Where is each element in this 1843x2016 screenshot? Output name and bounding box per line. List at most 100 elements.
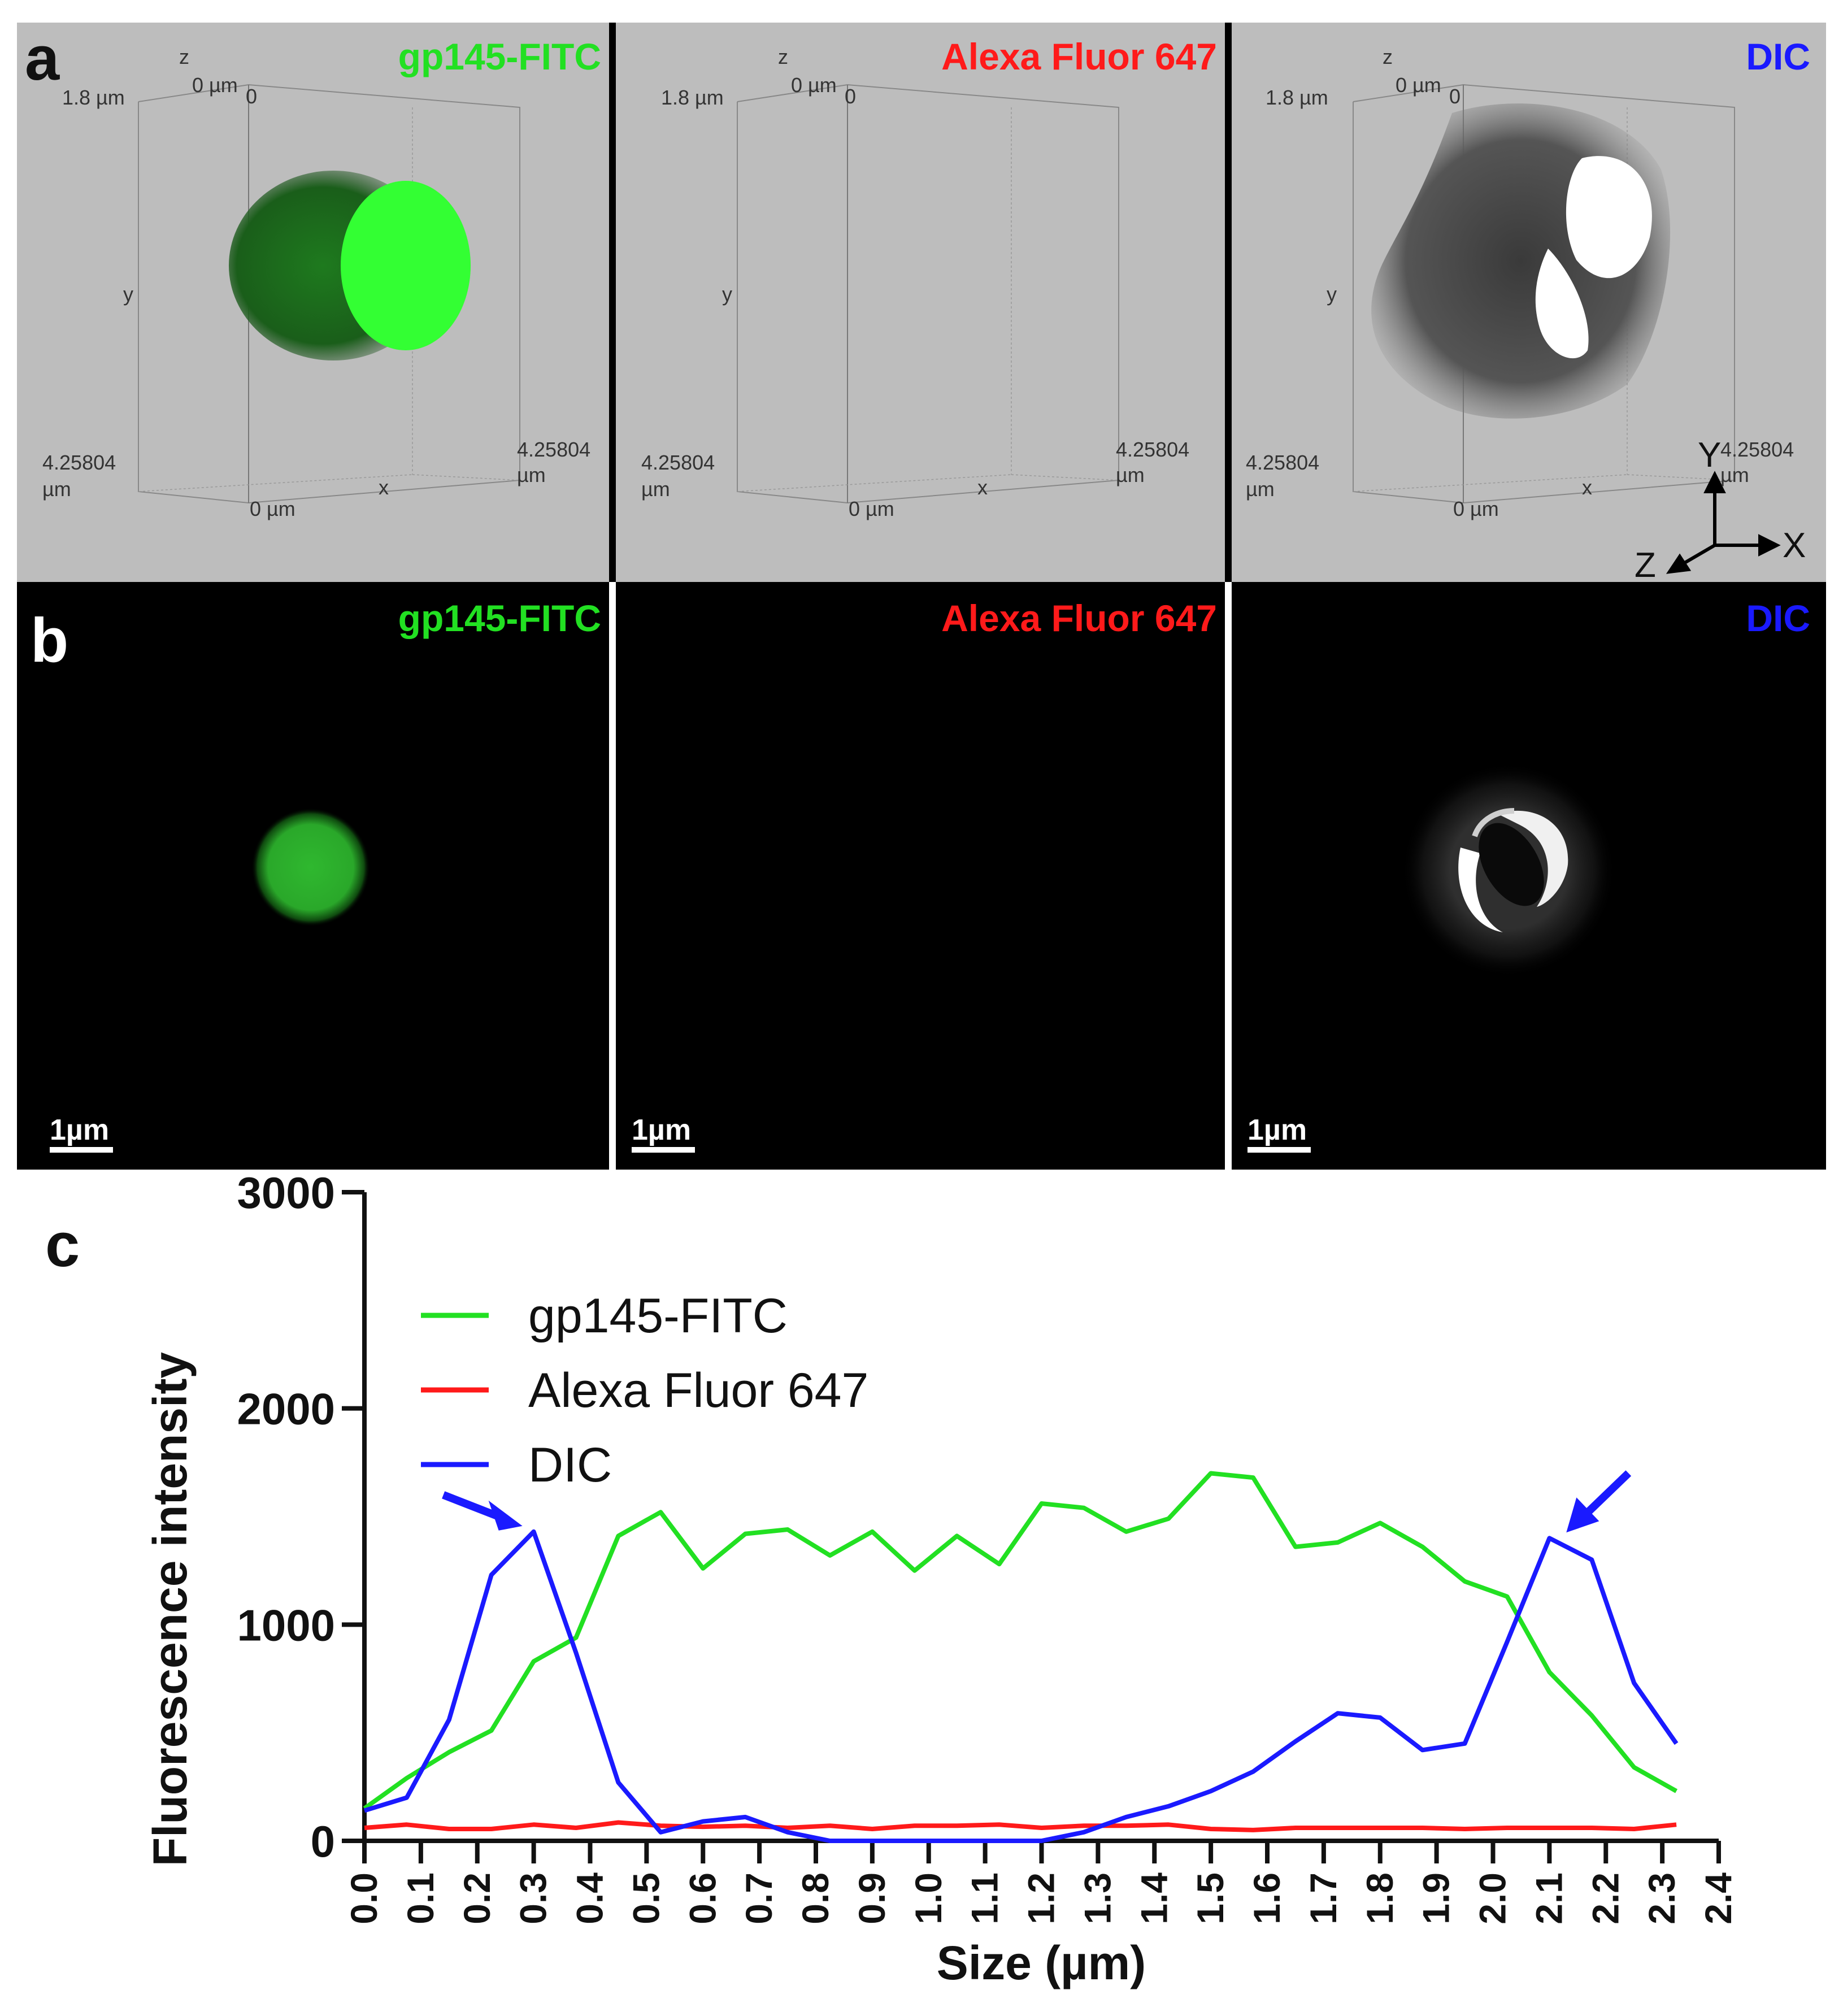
series-line-3 [363, 1529, 1679, 1843]
x-axis-label: x [977, 476, 988, 499]
scale-bar [50, 1147, 113, 1153]
panel-a-alexa-3d: z 0 µm 0 1.8 µm y 4.25804 µm 4.25804 µm … [616, 23, 1225, 582]
dic-dark-center [1479, 823, 1544, 906]
legend-label-3: DIC [528, 1438, 612, 1492]
channel-title-dic: DIC [1746, 36, 1810, 77]
x-tick-label: 1.1 [964, 1872, 1006, 1924]
origin-label: 0 µm [1453, 497, 1499, 520]
peak-arrow-right [1580, 1470, 1632, 1520]
channel-title-alexa: Alexa Fluor 647 [941, 597, 1217, 639]
x-tick-label: 2.4 [1697, 1872, 1739, 1924]
x-axis-label: x [379, 476, 389, 499]
x-tick-label: 0.2 [456, 1872, 498, 1924]
depth-unit-label: µm [641, 477, 670, 501]
x-tick-label: 2.1 [1528, 1872, 1570, 1924]
x-tick-label: 0.9 [851, 1872, 893, 1924]
width-unit-label: µm [1720, 463, 1749, 486]
height-label: 1.8 µm [661, 86, 724, 109]
separator-a2 [1225, 23, 1232, 582]
channel-title-alexa: Alexa Fluor 647 [941, 36, 1217, 77]
zero-label: 0 [1449, 85, 1461, 108]
x-tick-label: 0.8 [794, 1872, 836, 1924]
box-wireframe [737, 84, 1119, 504]
x-tick-label: 2.3 [1641, 1872, 1683, 1924]
x-tick-label: 1.2 [1020, 1872, 1062, 1924]
orientation-x-label: X [1783, 526, 1806, 565]
x-tick-label: 0.4 [569, 1872, 611, 1924]
x-tick-label: 1.3 [1076, 1872, 1118, 1924]
x-tick-label: 1.0 [907, 1872, 949, 1924]
y-axis-title: Fluorescence intensity [144, 1352, 197, 1867]
width-value-label: 4.25804 [1720, 438, 1794, 461]
x-tick-label: 2.2 [1584, 1872, 1626, 1924]
scale-bar [632, 1147, 695, 1153]
chart-legend: gp145-FITC Alexa Fluor 647 DIC [421, 1289, 868, 1492]
x-tick-label: 1.6 [1246, 1872, 1288, 1924]
x-tick-label: 2.0 [1472, 1872, 1514, 1924]
depth-value-label: 4.25804 [641, 451, 715, 474]
panel-b-fitc-2d: b gp145-FITC 1µm [17, 582, 609, 1170]
y-axis-label: y [123, 283, 133, 306]
depth-unit-label: µm [1246, 477, 1275, 501]
channel-title-dic: DIC [1746, 597, 1810, 639]
box-wireframe [1353, 84, 1781, 574]
dic-bright-arc-right [1497, 810, 1568, 907]
series-line-2 [364, 1820, 1677, 1832]
legend-label-1: gp145-FITC [528, 1289, 788, 1343]
peak-arrowhead-left [488, 1500, 523, 1531]
scale-bar [1247, 1147, 1311, 1153]
orientation-axes [1666, 471, 1781, 574]
depth-unit-label: µm [42, 477, 71, 501]
x-tick-label: 0.7 [738, 1872, 780, 1924]
channel-title-fitc: gp145-FITC [398, 36, 601, 77]
zero-um-label: 0 µm [1396, 73, 1441, 97]
series-line-1 [363, 1471, 1678, 1810]
x-tick-label: 1.8 [1359, 1872, 1401, 1924]
width-value-label: 4.25804 [517, 438, 591, 461]
width-value-label: 4.25804 [1116, 438, 1190, 461]
x-tick-label: 0.0 [343, 1872, 385, 1924]
dic-highlight-lower [1535, 249, 1589, 359]
width-unit-label: µm [1116, 463, 1145, 486]
scale-bar-label: 1µm [632, 1114, 692, 1146]
zero-label: 0 [845, 85, 857, 108]
panel-b-dic-2d: DIC 1µm [1232, 582, 1826, 1170]
fitc-particle-image [251, 808, 370, 927]
x-axis-label: x [1582, 476, 1592, 499]
dic-bright-arc-left [1458, 848, 1503, 932]
origin-label: 0 µm [250, 497, 295, 520]
x-tick-label: 1.4 [1133, 1872, 1175, 1924]
x-tick-label: 0.6 [681, 1872, 723, 1924]
panel-label-b: b [31, 606, 69, 675]
origin-label: 0 µm [849, 497, 894, 520]
panel-label-a: a [25, 24, 60, 93]
chart-axes: 0 1000 2000 3000 0.0 0.1 0.2 0.3 0.4 0.5 0.6 0.7 0.8… [237, 1168, 1739, 1924]
x-tick-label: 1.5 [1189, 1872, 1231, 1924]
separator-b1 [609, 582, 616, 1170]
zero-um-label: 0 µm [192, 73, 238, 97]
panel-b-alexa-2d: Alexa Fluor 647 1µm [616, 582, 1225, 1170]
x-tick-label: 0.1 [399, 1872, 441, 1924]
x-tick-label: 0.3 [512, 1872, 554, 1924]
zero-label: 0 [246, 85, 258, 108]
depth-value-label: 4.25804 [42, 451, 116, 474]
x-axis-title: Size (µm) [937, 1936, 1146, 1989]
width-unit-label: µm [517, 463, 546, 486]
orientation-y-label: Y [1698, 436, 1722, 475]
scale-bar-label: 1µm [50, 1114, 110, 1146]
y-axis-label: y [722, 283, 732, 306]
height-label: 1.8 µm [62, 86, 125, 109]
x-tick-label: 1.9 [1415, 1872, 1457, 1924]
depth-value-label: 4.25804 [1246, 451, 1320, 474]
z-axis-label: z [179, 45, 189, 68]
x-tick-label: 0.5 [625, 1872, 667, 1924]
zero-um-label: 0 µm [791, 73, 837, 97]
y-tick-label: 2000 [237, 1384, 335, 1434]
scale-bar-label: 1µm [1247, 1114, 1307, 1146]
y-axis-label: y [1327, 283, 1337, 306]
fitc-particle [251, 808, 370, 927]
channel-title-fitc: gp145-FITC [398, 597, 601, 639]
y-tick-label: 3000 [237, 1168, 335, 1218]
fitc-cell-face [341, 181, 471, 350]
z-axis-label: z [1383, 45, 1393, 68]
